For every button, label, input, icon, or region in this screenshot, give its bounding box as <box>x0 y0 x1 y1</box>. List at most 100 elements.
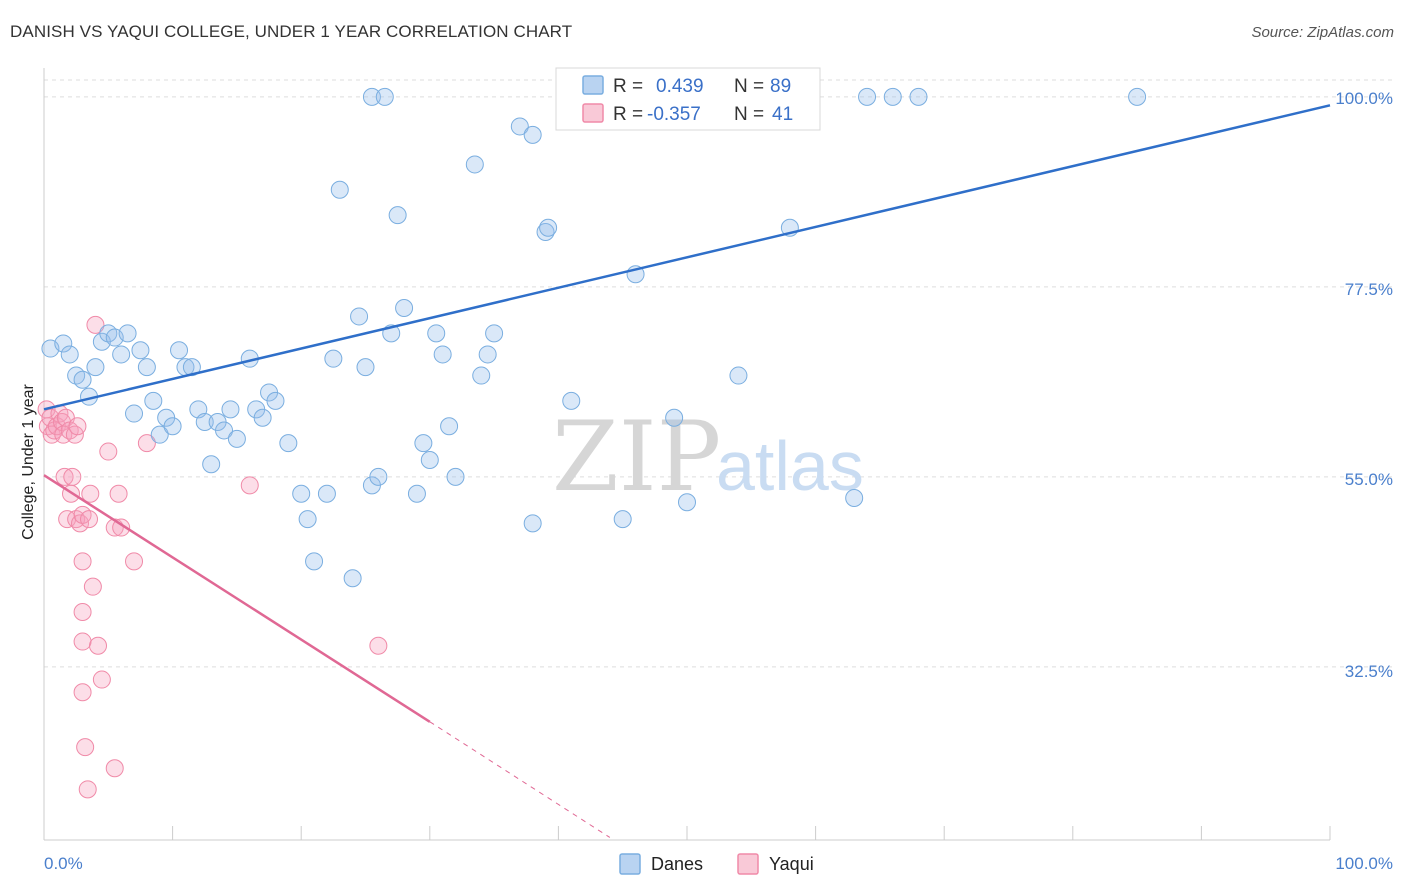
danes-point <box>729 366 748 385</box>
yaqui-trendline <box>43 474 431 723</box>
danes-point <box>446 467 465 486</box>
danes-point <box>54 334 73 353</box>
danes-point <box>118 324 137 343</box>
trendlines <box>43 104 1331 838</box>
yaqui-point <box>83 577 102 596</box>
danes-point <box>485 324 504 343</box>
danes-r-value: 0.439 <box>656 76 704 97</box>
danes-r-label: R = <box>613 76 643 97</box>
danes-point <box>215 421 234 440</box>
danes-point <box>858 87 877 106</box>
danes-n-label: N = <box>734 76 764 97</box>
danes-trendline <box>43 104 1331 411</box>
danes-point <box>253 408 272 427</box>
watermark-atlas: atlas <box>716 427 864 505</box>
yaqui-n-label: N = <box>734 104 764 125</box>
danes-bottom-label: Danes <box>651 854 703 874</box>
danes-point <box>144 391 163 410</box>
yaqui-point <box>80 510 99 529</box>
danes-point <box>465 155 484 174</box>
danes-point <box>1128 87 1147 106</box>
x-tick-label-100: 100.0% <box>1335 854 1393 873</box>
gridlines <box>44 79 1395 668</box>
danes-point <box>909 87 928 106</box>
yaqui-point <box>73 552 92 571</box>
y-tick-label-32: 32.5% <box>1345 662 1393 681</box>
yaqui-r-value: -0.357 <box>647 104 701 125</box>
danes-point <box>163 417 182 436</box>
danes-point <box>356 358 375 377</box>
danes-point <box>414 434 433 453</box>
yaqui-point <box>78 780 97 799</box>
watermark-zip: ZIP <box>552 401 721 513</box>
yaqui-point <box>63 467 82 486</box>
chart-title: DANISH VS YAQUI COLLEGE, UNDER 1 YEAR CO… <box>10 22 573 41</box>
yaqui-point <box>55 467 74 486</box>
danes-point <box>202 455 221 474</box>
danes-point <box>883 87 902 106</box>
danes-point <box>279 434 298 453</box>
danes-point <box>665 408 684 427</box>
yaqui-point <box>89 636 108 655</box>
yaqui-point <box>92 670 111 689</box>
danes-point <box>427 324 446 343</box>
danes-point <box>317 484 336 503</box>
danes-point <box>195 413 214 431</box>
yaqui-point <box>99 442 118 461</box>
yaqui-legend-swatch <box>582 103 604 123</box>
y-tick-label-77: 77.5% <box>1345 280 1393 299</box>
yaqui-r-label: R = <box>613 104 643 125</box>
danes-legend-swatch <box>582 75 604 95</box>
yaqui-point <box>73 632 92 651</box>
danes-point <box>420 451 439 469</box>
yaqui-point <box>240 476 259 495</box>
danes-point <box>324 349 343 368</box>
danes-point <box>369 467 388 486</box>
yaqui-points <box>37 315 388 799</box>
yaqui-point <box>369 636 388 655</box>
danes-point <box>137 358 156 377</box>
danes-point <box>292 484 311 503</box>
danes-point <box>523 125 542 144</box>
yaqui-point <box>137 434 156 453</box>
source-credit: Source: ZipAtlas.com <box>1251 24 1394 41</box>
yaqui-point <box>125 552 144 571</box>
danes-bottom-swatch <box>619 853 641 875</box>
danes-point <box>350 307 369 326</box>
stats-legend: R = 0.439 N = 89 R = -0.357 N = 41 <box>555 67 821 131</box>
x-tick-label-0: 0.0% <box>44 854 83 873</box>
danes-point <box>343 569 362 588</box>
axes <box>43 68 1331 841</box>
bottom-legend: Danes Yaqui <box>619 853 814 875</box>
danes-point <box>375 87 394 106</box>
yaqui-point <box>73 603 92 621</box>
danes-point <box>539 218 558 237</box>
y-tick-label-100: 100.0% <box>1335 89 1393 108</box>
yaqui-point <box>105 759 124 778</box>
danes-point <box>86 358 105 377</box>
yaqui-point <box>68 417 87 436</box>
y-axis-title: College, Under 1 year <box>20 384 37 540</box>
danes-point <box>112 345 131 364</box>
danes-point <box>73 370 92 389</box>
y-tick-label-55: 55.0% <box>1345 470 1393 489</box>
yaqui-point <box>76 738 95 757</box>
yaqui-bottom-swatch <box>737 853 759 875</box>
yaqui-point <box>109 484 128 503</box>
yaqui-point <box>86 315 105 334</box>
danes-point <box>131 341 150 360</box>
danes-point <box>407 484 426 503</box>
danes-point <box>678 493 696 512</box>
danes-point <box>523 514 542 533</box>
yaqui-n-value: 41 <box>772 104 793 125</box>
danes-point <box>125 404 144 423</box>
danes-point <box>221 400 240 419</box>
danes-point <box>298 510 317 529</box>
danes-points <box>41 87 1147 588</box>
danes-point <box>395 299 414 317</box>
danes-point <box>170 341 189 360</box>
danes-point <box>433 345 452 364</box>
danes-point <box>478 345 497 364</box>
danes-point <box>150 425 169 444</box>
